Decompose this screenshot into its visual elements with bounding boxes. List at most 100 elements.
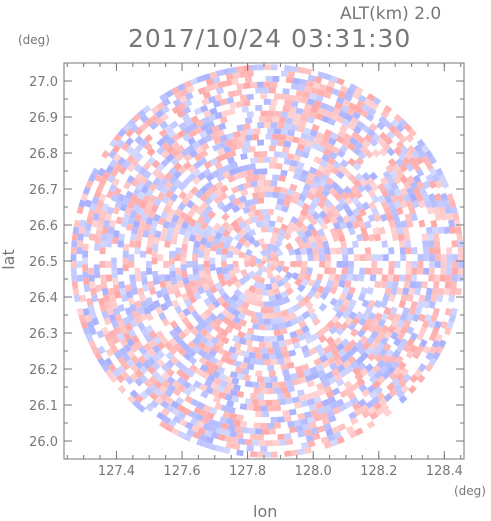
field-cell <box>440 192 448 202</box>
field-cell <box>87 339 97 349</box>
field-cell <box>283 374 292 382</box>
field-cell <box>250 393 258 400</box>
field-cell <box>316 285 326 294</box>
field-cell <box>288 106 297 114</box>
field-cell <box>393 366 403 376</box>
field-cell <box>161 195 170 205</box>
field-cell <box>267 256 274 261</box>
field-cell <box>148 287 157 296</box>
field-cell <box>253 422 261 429</box>
field-cell <box>82 243 89 251</box>
field-cell <box>97 357 106 367</box>
field-cell <box>194 331 204 341</box>
field-cell <box>131 113 141 123</box>
field-cell <box>342 214 351 224</box>
field-cell <box>177 339 187 349</box>
field-cell <box>143 134 153 143</box>
field-cell <box>393 274 400 282</box>
field-cell <box>352 162 362 171</box>
field-cell <box>82 271 89 279</box>
field-cell <box>440 267 447 275</box>
field-cell <box>205 173 215 182</box>
field-cell <box>255 294 263 302</box>
field-cell <box>232 383 241 392</box>
field-cell <box>229 66 238 74</box>
field-cell <box>311 247 319 255</box>
field-cell <box>231 377 240 385</box>
field-cell <box>118 347 127 357</box>
field-cell <box>256 335 265 342</box>
field-cell <box>256 139 264 146</box>
field-cell <box>348 102 357 111</box>
field-cell <box>84 314 93 323</box>
field-cell <box>344 113 354 122</box>
field-cell <box>215 247 223 255</box>
field-cell <box>243 356 251 364</box>
field-cell <box>147 339 157 349</box>
field-cell <box>381 354 390 364</box>
field-cell <box>358 267 366 275</box>
field-cell <box>287 220 297 230</box>
field-cell <box>324 261 331 268</box>
field-cell <box>273 110 282 117</box>
field-cell <box>253 405 261 412</box>
field-cell <box>130 149 139 159</box>
field-cell <box>203 379 213 388</box>
field-cell <box>338 403 348 412</box>
field-cell <box>161 415 171 424</box>
field-cell <box>70 247 77 255</box>
field-cell <box>168 337 178 347</box>
field-cell <box>434 333 444 343</box>
field-cell <box>223 240 231 250</box>
field-cell <box>193 406 203 415</box>
field-cell <box>302 423 311 431</box>
field-cell <box>446 267 453 275</box>
field-cell <box>238 277 247 286</box>
field-cell <box>393 129 403 139</box>
field-cell <box>226 96 235 104</box>
field-cell <box>233 341 242 350</box>
field-cell <box>192 344 202 354</box>
field-cell <box>219 184 229 194</box>
field-cell <box>139 365 149 375</box>
field-cell <box>340 354 349 363</box>
field-cell <box>307 98 316 106</box>
field-cell <box>348 214 357 223</box>
field-cell <box>161 141 171 151</box>
field-cell <box>190 326 199 336</box>
field-cell <box>373 335 383 345</box>
field-cell <box>202 441 211 449</box>
field-cell <box>347 322 357 332</box>
field-cell <box>290 449 299 457</box>
field-cell <box>105 164 114 174</box>
field-cell <box>119 287 127 296</box>
field-cell <box>224 138 233 147</box>
field-cell <box>195 206 205 216</box>
field-cell <box>331 387 341 396</box>
field-cell <box>126 394 136 404</box>
field-cell <box>347 267 354 275</box>
field-cell <box>201 116 211 125</box>
field-cell <box>339 221 348 230</box>
field-cell <box>190 203 200 213</box>
field-cell <box>357 94 367 103</box>
field-cell <box>365 254 372 261</box>
field-cell <box>199 276 208 285</box>
field-cell <box>424 313 433 323</box>
field-cell <box>197 286 206 295</box>
field-cell <box>275 248 284 257</box>
field-cell <box>213 195 223 205</box>
field-cell <box>295 293 305 303</box>
field-cell <box>285 271 294 280</box>
field-cell <box>154 388 164 398</box>
field-cell <box>117 267 124 275</box>
field-cell <box>300 169 310 178</box>
field-cell <box>132 187 141 197</box>
field-cell <box>79 294 87 303</box>
field-cell <box>249 357 258 365</box>
field-cell <box>258 324 266 331</box>
field-cell <box>272 261 279 268</box>
field-cell <box>148 226 157 235</box>
field-cell <box>146 365 156 375</box>
field-cell <box>174 254 181 261</box>
